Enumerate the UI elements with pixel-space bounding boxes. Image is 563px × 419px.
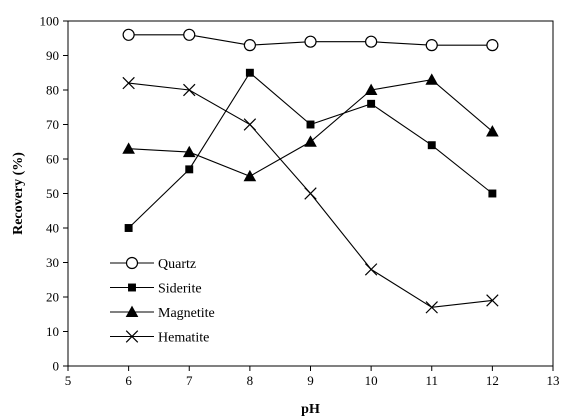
quartz-point bbox=[122, 28, 135, 41]
quartz-point bbox=[243, 39, 256, 52]
series-layer bbox=[122, 28, 499, 314]
series-magnetite bbox=[122, 73, 499, 182]
hematite-line bbox=[128, 82, 493, 308]
series-hematite bbox=[122, 76, 499, 314]
cross-stroke bbox=[183, 83, 196, 97]
legend-marker bbox=[125, 330, 139, 343]
y-tick-label: 40 bbox=[46, 221, 59, 236]
quartz-point bbox=[304, 35, 317, 48]
x-tick-label: 5 bbox=[65, 373, 72, 388]
magnetite-point bbox=[243, 169, 257, 182]
quartz-point bbox=[486, 39, 499, 52]
y-tick-label: 80 bbox=[46, 83, 59, 98]
legend-item-magnetite: Magnetite bbox=[110, 305, 215, 321]
magnetite-point bbox=[304, 135, 317, 147]
x-tick-label: 8 bbox=[247, 373, 254, 388]
legend-label-magnetite: Magnetite bbox=[158, 306, 215, 321]
magnetite-point bbox=[122, 142, 135, 154]
y-tick-label: 70 bbox=[46, 117, 59, 132]
legend: Quartz Siderite Magnetite Hematite bbox=[110, 256, 215, 346]
hematite-point bbox=[304, 187, 317, 200]
y-tick-label: 10 bbox=[46, 324, 59, 339]
y-tick-label: 30 bbox=[46, 255, 59, 270]
siderite-point bbox=[488, 189, 497, 198]
hematite-point bbox=[364, 263, 378, 276]
y-tick-label: 0 bbox=[53, 359, 60, 374]
legend-marker bbox=[125, 256, 139, 270]
legend-item-siderite: Siderite bbox=[110, 282, 202, 297]
quartz-point bbox=[365, 35, 378, 48]
x-tick-label: 6 bbox=[125, 373, 132, 388]
siderite-line bbox=[128, 71, 493, 229]
magnetite-point bbox=[364, 83, 378, 96]
legend-label-siderite: Siderite bbox=[158, 282, 202, 297]
cross-stroke bbox=[304, 187, 317, 200]
quartz-point bbox=[183, 28, 196, 41]
y-tick-label: 90 bbox=[46, 48, 59, 63]
y-tick-label: 50 bbox=[46, 186, 59, 201]
cross-stroke bbox=[425, 301, 438, 314]
magnetite-point bbox=[425, 73, 439, 85]
siderite-point bbox=[427, 141, 436, 150]
x-tick-label: 12 bbox=[486, 373, 499, 388]
x-tick-label: 9 bbox=[307, 373, 314, 388]
cross-stroke bbox=[243, 118, 257, 131]
cross-stroke bbox=[125, 330, 139, 343]
siderite-point bbox=[185, 165, 194, 174]
y-axis-title: Recovery (%) bbox=[11, 152, 26, 235]
hematite-point bbox=[243, 118, 257, 131]
quartz-point bbox=[425, 39, 438, 52]
cross-stroke bbox=[364, 263, 378, 276]
series-quartz bbox=[122, 28, 499, 52]
x-tick-label: 13 bbox=[547, 373, 560, 388]
hematite-point bbox=[425, 301, 438, 314]
cross-stroke bbox=[122, 76, 135, 90]
cross-stroke bbox=[486, 294, 499, 307]
legend-item-quartz: Quartz bbox=[110, 256, 196, 272]
magnetite-point bbox=[182, 145, 196, 158]
x-tick-label: 7 bbox=[186, 373, 193, 388]
hematite-point bbox=[486, 294, 499, 307]
series-siderite bbox=[124, 68, 497, 232]
siderite-point bbox=[245, 68, 254, 77]
axes: 5 6 7 8 9 10 11 12 13 0 10 20 30 40 50 60 70 80 90 100 bbox=[40, 14, 560, 389]
y-tick-label: 20 bbox=[46, 290, 59, 305]
y-tick-label: 60 bbox=[46, 152, 59, 167]
hematite-point bbox=[183, 83, 196, 97]
siderite-point bbox=[124, 224, 133, 232]
legend-marker bbox=[125, 305, 139, 318]
magnetite-point bbox=[486, 125, 499, 137]
y-tick-label: 100 bbox=[40, 14, 60, 29]
hematite-point bbox=[122, 76, 135, 90]
siderite-point bbox=[367, 99, 376, 108]
legend-item-hematite: Hematite bbox=[110, 330, 209, 346]
x-axis-title: pH bbox=[301, 402, 320, 417]
siderite-point bbox=[306, 120, 315, 129]
x-tick-label: 10 bbox=[365, 373, 378, 388]
legend-label-hematite: Hematite bbox=[158, 331, 209, 346]
x-tick-label: 11 bbox=[425, 373, 438, 388]
legend-label-quartz: Quartz bbox=[158, 257, 196, 272]
legend-marker bbox=[128, 283, 136, 292]
